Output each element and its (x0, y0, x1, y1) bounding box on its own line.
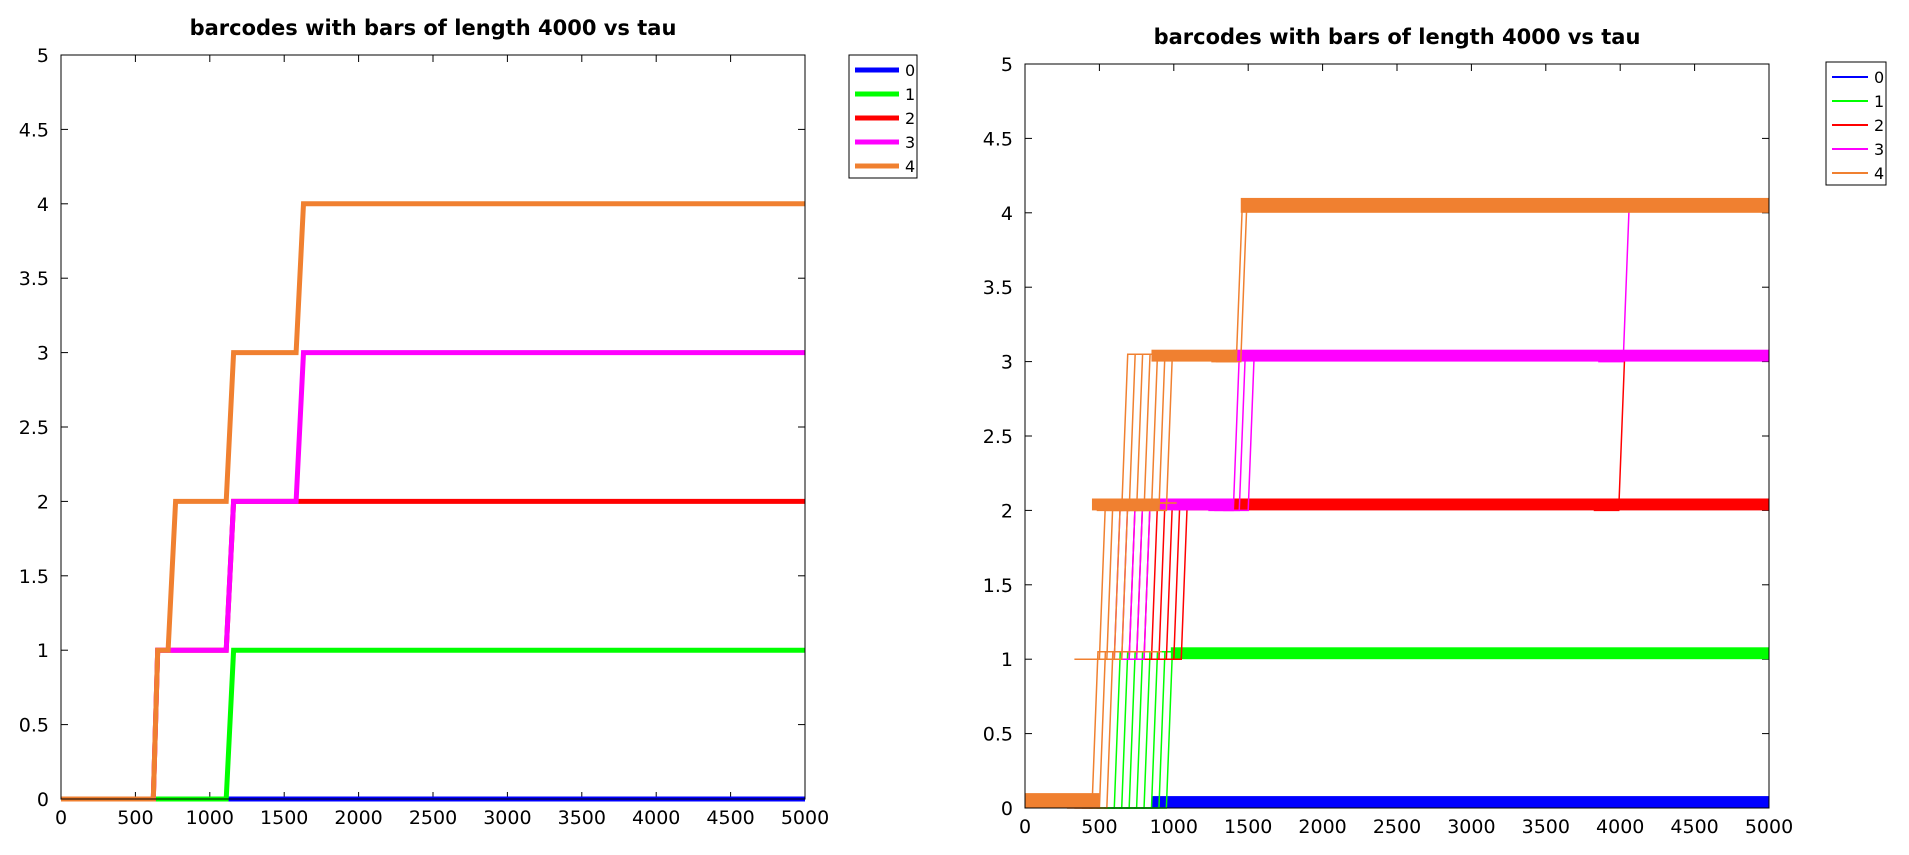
x-tick-label: 4500 (706, 807, 754, 829)
x-tick-label: 4000 (1596, 816, 1644, 838)
x-tick-label: 500 (1081, 816, 1117, 838)
legend-label-3: 3 (905, 133, 915, 152)
x-tick-label: 5000 (1745, 816, 1793, 838)
series-line-4 (61, 201, 805, 802)
series-layer (1025, 197, 1769, 809)
legend: 0 1 2 3 4 (1825, 61, 1887, 186)
series-band-0 (1151, 796, 1769, 808)
y-tick-label: 5 (1001, 54, 1013, 76)
y-tick-label: 4.5 (983, 128, 1013, 150)
y-tick-label: 0.5 (983, 724, 1013, 746)
chart-2: 0 500 1000 1500 2000 2500 3000 3500 4000 4500 5000… (983, 25, 1887, 838)
plot-area (1024, 63, 1770, 809)
y-tick-label: 5 (37, 45, 49, 67)
x-tick-label: 1000 (186, 807, 234, 829)
x-tick-label: 4500 (1670, 816, 1718, 838)
x-tick-label: 3000 (483, 807, 531, 829)
chart-1: 0 500 1000 1500 2000 2500 3000 3500 4000 4500 5000… (19, 16, 918, 829)
x-tick-label: 1000 (1150, 816, 1198, 838)
legend-label-3: 3 (1874, 140, 1884, 159)
series-band-1 (1170, 647, 1769, 660)
y-tick-label: 2 (37, 491, 49, 513)
x-tick-label: 0 (1019, 816, 1031, 838)
plot-area (60, 54, 806, 800)
series-4 (1025, 197, 1769, 809)
legend: 0 1 2 3 4 (848, 54, 918, 179)
series-band-3 (1233, 349, 1769, 362)
x-tick-label: 3000 (1447, 816, 1495, 838)
series-band-3 (1129, 498, 1234, 511)
chart-title: barcodes with bars of length 4000 vs tau (1154, 25, 1641, 49)
y-tick-label: 2 (1001, 500, 1013, 522)
x-tick-label: 3500 (1522, 816, 1570, 838)
plot-border (60, 54, 806, 800)
legend-label-0: 0 (1874, 68, 1884, 87)
x-tick-label: 2500 (1373, 816, 1421, 838)
y-tick-label: 1 (37, 640, 49, 662)
x-tick-label: 4000 (632, 807, 680, 829)
y-tick-label: 1 (1001, 649, 1013, 671)
x-tick-label: 3500 (558, 807, 606, 829)
legend-label-1: 1 (1874, 92, 1884, 111)
plot-border (1024, 63, 1770, 809)
y-tick-label: 2.5 (983, 426, 1013, 448)
x-tick-label: 2500 (409, 807, 457, 829)
y-tick-label: 3.5 (983, 277, 1013, 299)
series-step-3 (1223, 353, 1304, 512)
y-tick-label: 3 (37, 343, 49, 365)
y-tick-label: 1.5 (19, 566, 49, 588)
x-tick-label: 1500 (260, 807, 308, 829)
legend-label-4: 4 (905, 157, 915, 176)
y-tick-label: 0.5 (19, 715, 49, 737)
y-tick-label: 0 (37, 789, 49, 811)
series-band-4 (1025, 793, 1100, 808)
y-tick-label: 3.5 (19, 268, 49, 290)
legend-label-1: 1 (905, 85, 915, 104)
series-band-2 (1173, 498, 1769, 511)
series-band-4 (1240, 197, 1769, 213)
y-tick-label: 4.5 (19, 119, 49, 141)
y-tick-label: 4 (37, 194, 49, 216)
series-band-4 (1091, 498, 1159, 511)
y-tick-label: 3 (1001, 352, 1013, 374)
legend-label-0: 0 (905, 61, 915, 80)
x-tick-label: 1500 (1224, 816, 1272, 838)
chart-title: barcodes with bars of length 4000 vs tau (190, 16, 677, 40)
x-tick-label: 2000 (334, 807, 382, 829)
x-tick-label: 2000 (1298, 816, 1346, 838)
series-step-4 (1141, 353, 1222, 512)
legend-label-4: 4 (1874, 164, 1884, 183)
y-tick-label: 0 (1001, 798, 1013, 820)
y-tick-label: 2.5 (19, 417, 49, 439)
legend-label-2: 2 (905, 109, 915, 128)
series-0 (1151, 796, 1769, 808)
y-tick-label: 4 (1001, 203, 1013, 225)
x-tick-label: 500 (117, 807, 153, 829)
legend-label-2: 2 (1874, 116, 1884, 135)
series-step-4 (1215, 204, 1296, 363)
y-tick-label: 1.5 (983, 575, 1013, 597)
series-band-4 (1151, 349, 1237, 362)
legend-box (1825, 61, 1887, 186)
x-tick-label: 5000 (781, 807, 829, 829)
x-tick-label: 0 (55, 807, 67, 829)
